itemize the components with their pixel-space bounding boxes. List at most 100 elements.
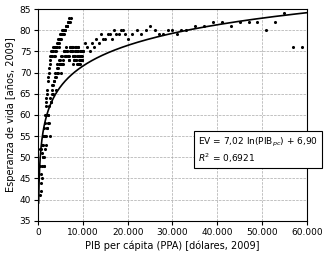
Point [114, 32, 119, 36]
Point [116, 32, 121, 36]
Point [41, 126, 47, 130]
Point [143, 28, 148, 32]
Point [51, 83, 56, 87]
Point [156, 32, 162, 36]
Point [79, 54, 85, 58]
Point [56, 45, 61, 49]
Point [39, 164, 44, 168]
Point [37, 164, 42, 168]
Point [59, 62, 64, 66]
Point [68, 45, 74, 49]
Point [68, 49, 73, 53]
Point [46, 66, 51, 70]
Point [67, 20, 73, 24]
Point [76, 54, 81, 58]
Point [76, 58, 82, 62]
Point [96, 41, 101, 45]
Point [61, 28, 66, 32]
Point [54, 66, 59, 70]
Point [37, 193, 42, 197]
Point [69, 49, 74, 53]
Point [58, 54, 63, 58]
Point [44, 100, 49, 104]
Point [71, 54, 76, 58]
Point [75, 62, 80, 66]
Point [83, 41, 88, 45]
Point [51, 79, 57, 83]
Point [74, 49, 79, 53]
Point [53, 75, 58, 79]
Point [78, 54, 83, 58]
Point [46, 121, 51, 125]
Point [64, 24, 69, 28]
Point [57, 32, 63, 36]
Point [62, 49, 67, 53]
Point [54, 41, 59, 45]
Point [46, 75, 51, 79]
Point [41, 134, 46, 138]
Point [79, 58, 84, 62]
Point [43, 143, 49, 147]
Point [57, 41, 62, 45]
Point [70, 49, 75, 53]
Point [59, 37, 64, 41]
Point [192, 24, 197, 28]
Point [43, 134, 48, 138]
Point [55, 45, 60, 49]
Point [183, 28, 189, 32]
Point [39, 181, 44, 185]
Point [80, 58, 85, 62]
Point [47, 58, 52, 62]
Point [48, 100, 54, 104]
Point [77, 62, 82, 66]
Point [273, 20, 278, 24]
Point [43, 147, 48, 151]
Point [152, 28, 157, 32]
Point [57, 58, 62, 62]
Point [42, 113, 47, 117]
Point [72, 58, 77, 62]
Point [57, 58, 62, 62]
Point [75, 45, 81, 49]
Point [264, 28, 269, 32]
Point [66, 54, 71, 58]
Point [38, 147, 43, 151]
Point [53, 54, 58, 58]
Point [56, 37, 61, 41]
Point [67, 20, 72, 24]
Point [300, 45, 305, 49]
Point [80, 58, 85, 62]
Point [56, 62, 62, 66]
Point [52, 49, 57, 53]
Point [72, 49, 78, 53]
Point [78, 49, 84, 53]
Point [46, 70, 52, 75]
Point [74, 45, 79, 49]
Point [66, 15, 71, 20]
Point [62, 32, 67, 36]
Point [48, 96, 53, 100]
Point [49, 49, 55, 53]
Point [170, 28, 175, 32]
Point [61, 49, 66, 53]
Point [58, 32, 63, 36]
Point [51, 45, 56, 49]
Point [255, 20, 260, 24]
Point [46, 121, 52, 125]
Point [219, 20, 224, 24]
Point [73, 54, 78, 58]
Point [48, 54, 53, 58]
Point [69, 49, 75, 53]
Point [47, 134, 52, 138]
Point [100, 37, 106, 41]
Point [45, 92, 50, 96]
Point [70, 54, 75, 58]
Point [47, 104, 52, 108]
Point [50, 54, 55, 58]
Point [56, 37, 62, 41]
Point [75, 62, 80, 66]
Point [107, 32, 113, 36]
Point [49, 92, 54, 96]
Point [91, 45, 97, 49]
Point [161, 32, 166, 36]
